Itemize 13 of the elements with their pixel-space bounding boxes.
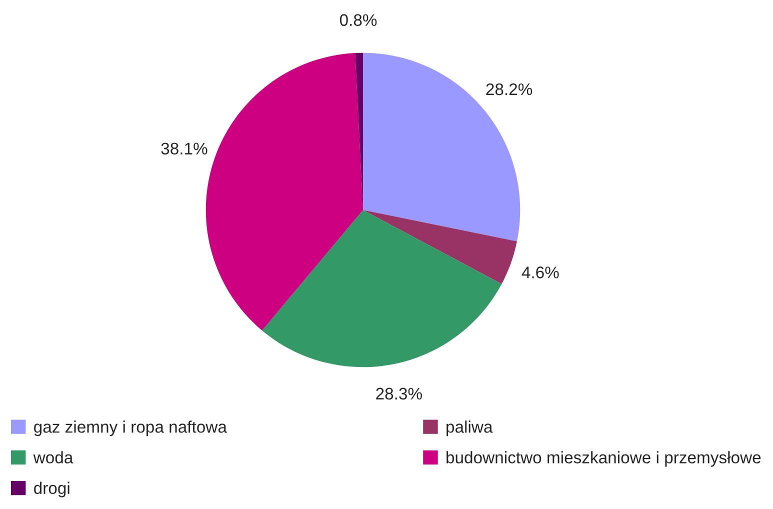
pie-slice: [206, 53, 363, 330]
legend-label: budownictwo mieszkaniowe i przemysłowe: [446, 451, 761, 467]
pie-slice: [363, 210, 517, 284]
pie-slice: [262, 210, 502, 368]
legend-label: woda: [33, 451, 74, 464]
data-label: 0.8%: [340, 14, 377, 26]
data-label: 4.6%: [522, 266, 559, 278]
data-label: 28.2%: [486, 83, 532, 96]
legend-label: gaz ziemny i ropa naftowa: [34, 420, 227, 436]
data-label: 28.3%: [376, 388, 422, 400]
data-label: 38.1%: [161, 142, 208, 155]
legend-label: drogi: [34, 482, 70, 498]
legend-label: paliwa: [446, 420, 493, 436]
